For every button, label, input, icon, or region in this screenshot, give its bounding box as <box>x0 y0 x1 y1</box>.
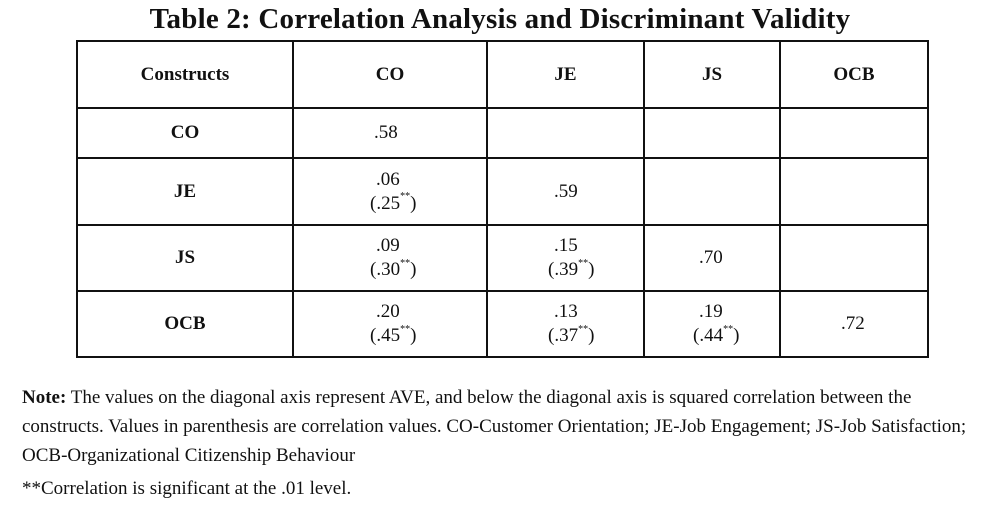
cell-value: .13 <box>554 301 578 322</box>
table-row: CO .58 <box>76 107 929 159</box>
cell-value: .58 <box>374 122 398 143</box>
significance-mark: ** <box>578 257 589 269</box>
cell-value: .19 <box>699 301 723 322</box>
cell-correlation: (.39**) <box>548 257 595 280</box>
cell-co-js <box>643 107 781 159</box>
cell-correlation: (.30**) <box>370 257 417 280</box>
row-label-je: JE <box>76 157 294 226</box>
cell-js-ocb <box>779 224 929 292</box>
table-row: JS .09 (.30**) .15 (.39**) .70 <box>76 224 929 292</box>
note-text: The values on the diagonal axis represen… <box>22 387 967 466</box>
note-label: Note: <box>22 387 67 408</box>
significance-footnote: **Correlation is significant at the .01 … <box>22 478 352 499</box>
header-ocb: OCB <box>779 40 929 109</box>
significance-mark: ** <box>400 257 411 269</box>
cell-js-je: .15 (.39**) <box>486 224 645 292</box>
cell-value: .15 <box>554 235 578 256</box>
cell-co-je <box>486 107 645 159</box>
cell-correlation: (.25**) <box>370 191 417 214</box>
cell-ocb-ocb: .72 <box>779 290 929 358</box>
cell-je-je: .59 <box>486 157 645 226</box>
cell-correlation: (.44**) <box>693 323 740 346</box>
significance-mark: ** <box>723 323 734 335</box>
cell-correlation: (.45**) <box>370 323 417 346</box>
cell-ocb-je: .13 (.37**) <box>486 290 645 358</box>
cell-js-js: .70 <box>643 224 781 292</box>
header-je: JE <box>486 40 645 109</box>
significance-mark: ** <box>400 191 411 203</box>
cell-correlation: (.37**) <box>548 323 595 346</box>
row-label-js: JS <box>76 224 294 292</box>
cell-js-co: .09 (.30**) <box>292 224 488 292</box>
correlation-table: Constructs CO JE JS OCB CO .58 JE .06 (.… <box>76 40 929 358</box>
cell-je-co: .06 (.25**) <box>292 157 488 226</box>
table-header-row: Constructs CO JE JS OCB <box>76 40 929 109</box>
table-row: OCB .20 (.45**) .13 (.37**) .19 (.44**) … <box>76 290 929 358</box>
table-row: JE .06 (.25**) .59 <box>76 157 929 226</box>
row-label-co: CO <box>76 107 294 159</box>
cell-value: .72 <box>841 313 865 334</box>
cell-ocb-co: .20 (.45**) <box>292 290 488 358</box>
cell-co-co: .58 <box>292 107 488 159</box>
significance-mark: ** <box>400 323 411 335</box>
cell-value: .09 <box>376 235 400 256</box>
significance-mark: ** <box>578 323 589 335</box>
table-title: Table 2: Correlation Analysis and Discri… <box>149 3 851 35</box>
cell-value: .59 <box>554 180 578 202</box>
cell-ocb-js: .19 (.44**) <box>643 290 781 358</box>
cell-value: .20 <box>376 301 400 322</box>
cell-value: .70 <box>699 247 723 268</box>
header-js: JS <box>643 40 781 109</box>
cell-value: .06 <box>376 168 400 190</box>
cell-co-ocb <box>779 107 929 159</box>
cell-je-js <box>643 157 781 226</box>
row-label-ocb: OCB <box>76 290 294 358</box>
cell-je-ocb <box>779 157 929 226</box>
header-co: CO <box>292 40 488 109</box>
table-note: Note: The values on the diagonal axis re… <box>22 383 992 470</box>
header-constructs: Constructs <box>76 40 294 109</box>
